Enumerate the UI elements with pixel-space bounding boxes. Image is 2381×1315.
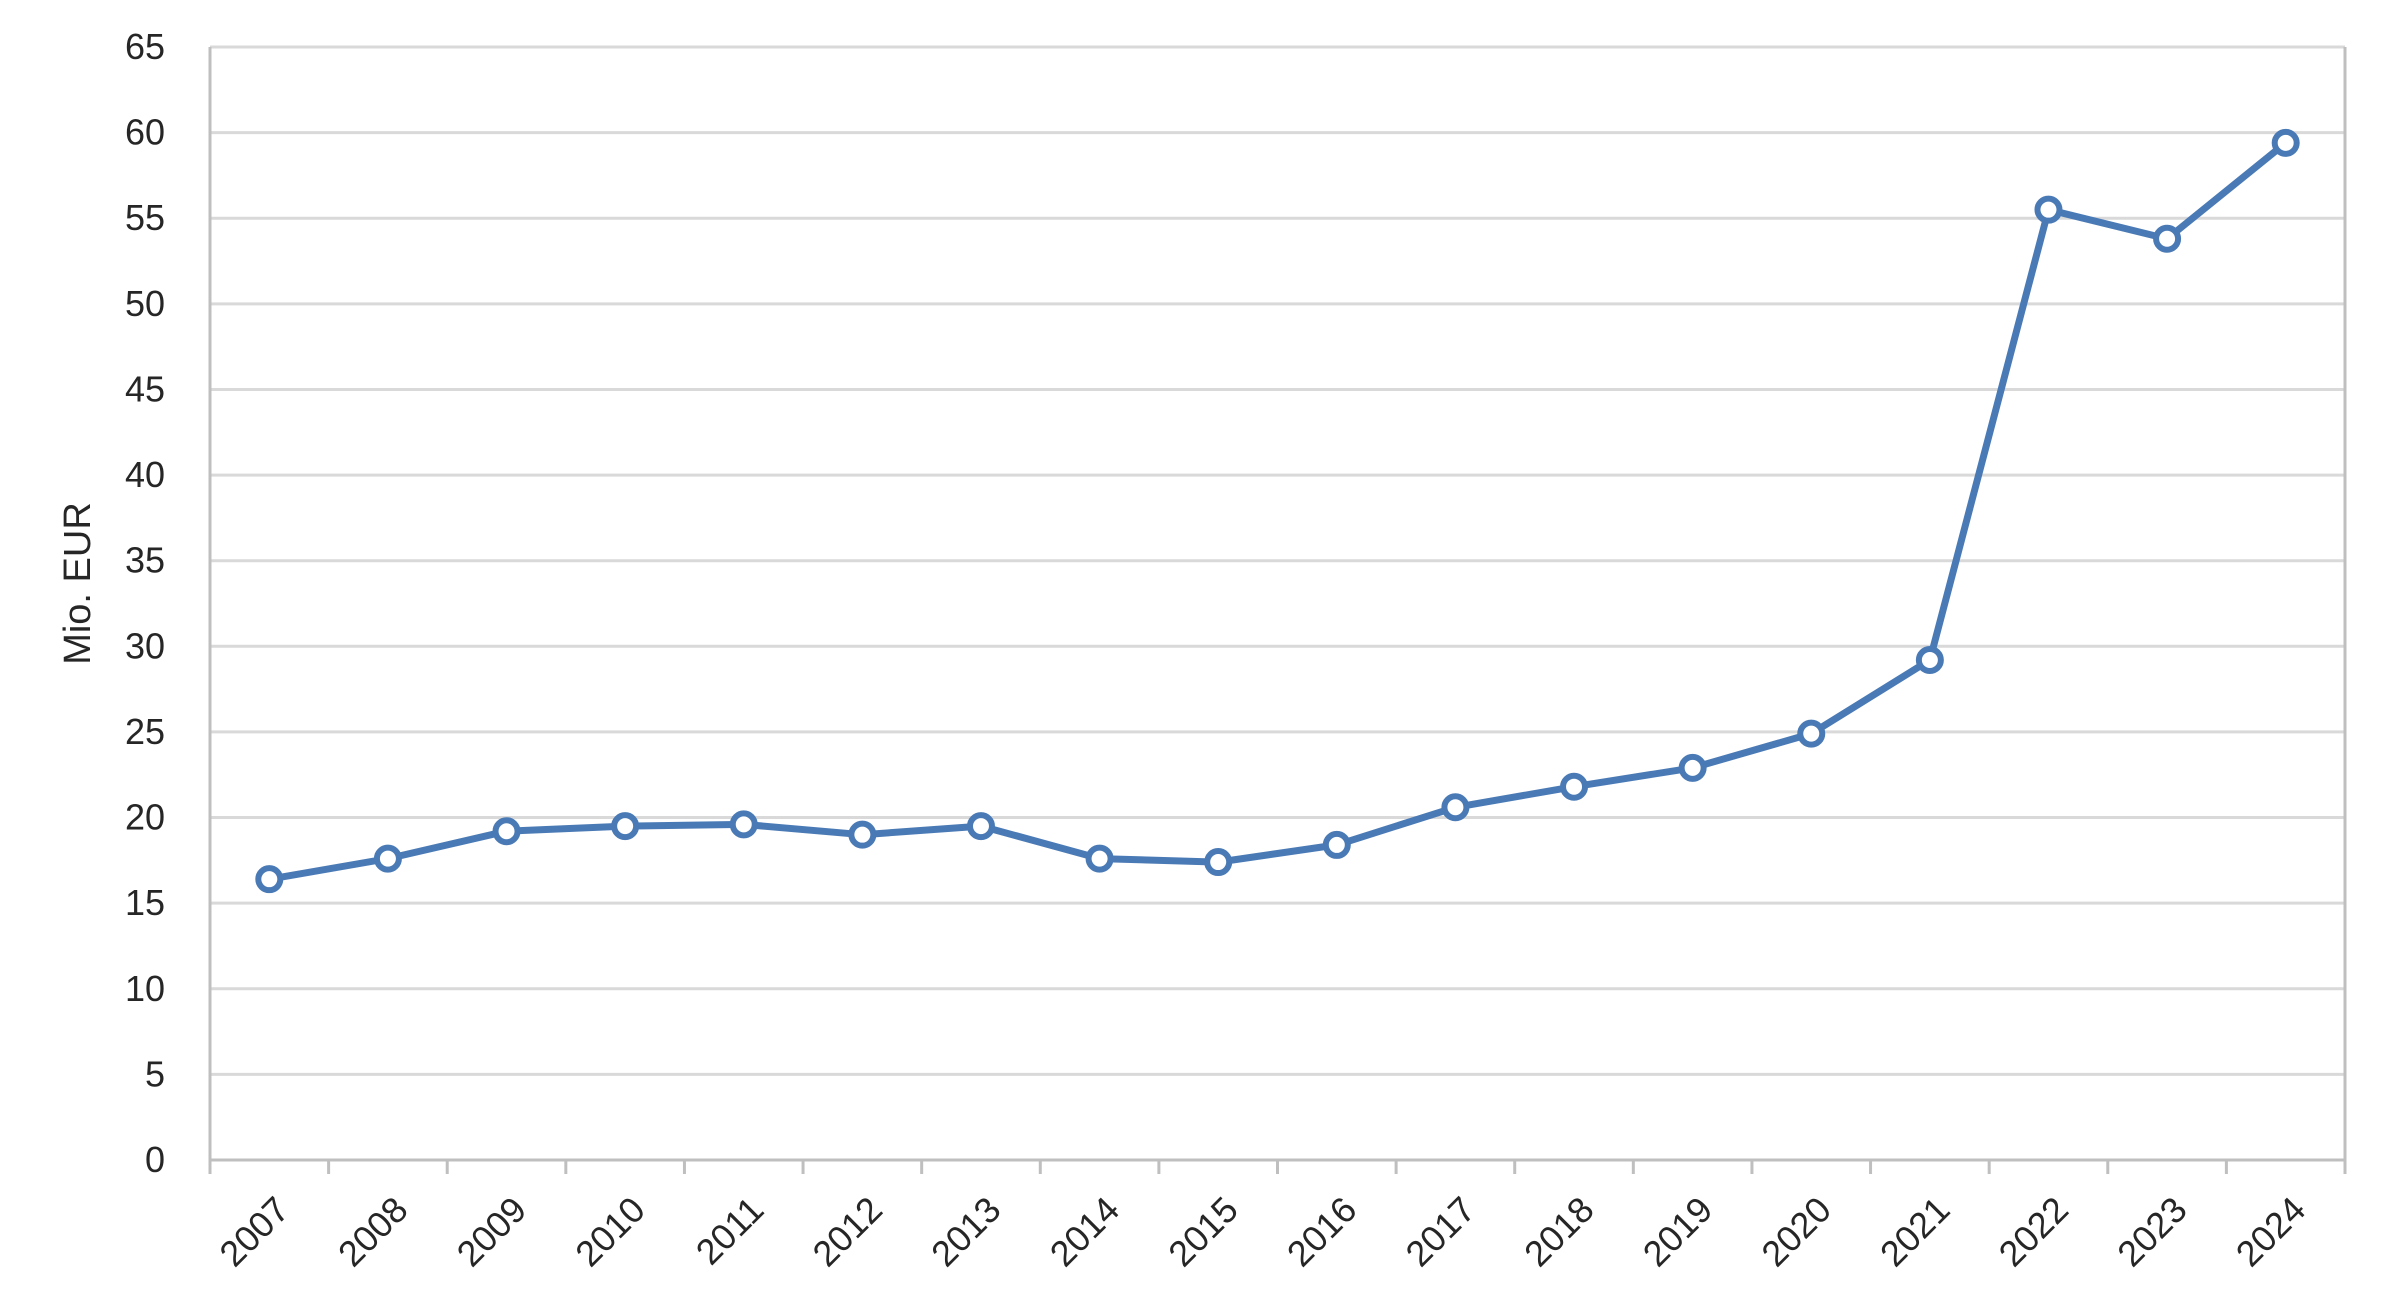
data-point: [2153, 224, 2182, 253]
series-line: [265, 139, 2290, 883]
x-tick-label: 2007: [211, 1189, 297, 1275]
x-tick-label: 2022: [1991, 1189, 2077, 1275]
x-tick-labels: 2007 2008 2009 2010 2011 2012 2013 2014 2015 2016…: [211, 1189, 2313, 1275]
data-point: [1085, 844, 1114, 873]
axes: [208, 47, 2347, 1174]
x-tick-label: 2009: [449, 1189, 535, 1275]
x-tick-label: 2017: [1397, 1189, 1483, 1275]
y-axis-title: Mio. EUR: [57, 502, 99, 665]
y-tick-label: 20: [125, 797, 165, 838]
data-point: [966, 812, 995, 841]
data-point: [2271, 128, 2300, 157]
data-point: [1322, 830, 1351, 859]
y-tick-label: 10: [125, 968, 165, 1009]
data-point: [611, 812, 640, 841]
x-tick-label: 2015: [1160, 1189, 1246, 1275]
x-tick-label: 2023: [2109, 1189, 2195, 1275]
data-point: [492, 817, 521, 846]
x-tick-label: 2011: [688, 1189, 772, 1273]
data-point: [373, 844, 402, 873]
data-point: [1560, 772, 1589, 801]
y-tick-label: 30: [125, 625, 165, 666]
x-tick-label: 2020: [1753, 1189, 1839, 1275]
y-tick-label: 0: [145, 1139, 165, 1180]
x-tick-label: 2021: [1872, 1189, 1958, 1275]
data-point: [1204, 848, 1233, 877]
data-point: [1797, 719, 1826, 748]
y-tick-label: 60: [125, 112, 165, 153]
data-point: [848, 820, 877, 849]
y-tick-labels: 0 5 10 15 20 25 30 35 40 45 50 55 60 65: [125, 26, 165, 1180]
x-tick-label: 2019: [1635, 1189, 1721, 1275]
series-polyline: [265, 139, 2290, 883]
y-tick-label: 5: [145, 1053, 165, 1094]
x-tick-label: 2018: [1516, 1189, 1602, 1275]
data-point: [2034, 195, 2063, 224]
data-point: [255, 865, 284, 894]
series-markers: [255, 128, 2300, 894]
x-tick-label: 2012: [804, 1189, 890, 1275]
data-point: [729, 810, 758, 839]
x-tick-label: 2014: [1042, 1189, 1128, 1275]
x-tick-label: 2024: [2228, 1189, 2314, 1275]
y-tick-label: 45: [125, 368, 165, 409]
x-tick-label: 2016: [1279, 1189, 1365, 1275]
data-point: [1915, 646, 1944, 675]
x-tick-label: 2010: [567, 1189, 653, 1275]
y-tick-label: 25: [125, 711, 165, 752]
y-tick-label: 40: [125, 454, 165, 495]
y-tick-label: 50: [125, 283, 165, 324]
data-point: [1678, 753, 1707, 782]
x-tick-label: 2013: [923, 1189, 1009, 1275]
y-tick-label: 35: [125, 540, 165, 581]
y-tick-label: 15: [125, 882, 165, 923]
y-tick-label: 65: [125, 26, 165, 67]
data-point: [1441, 793, 1470, 822]
x-tick-label: 2008: [330, 1189, 416, 1275]
gridlines: [210, 45, 2345, 1076]
y-tick-label: 55: [125, 197, 165, 238]
